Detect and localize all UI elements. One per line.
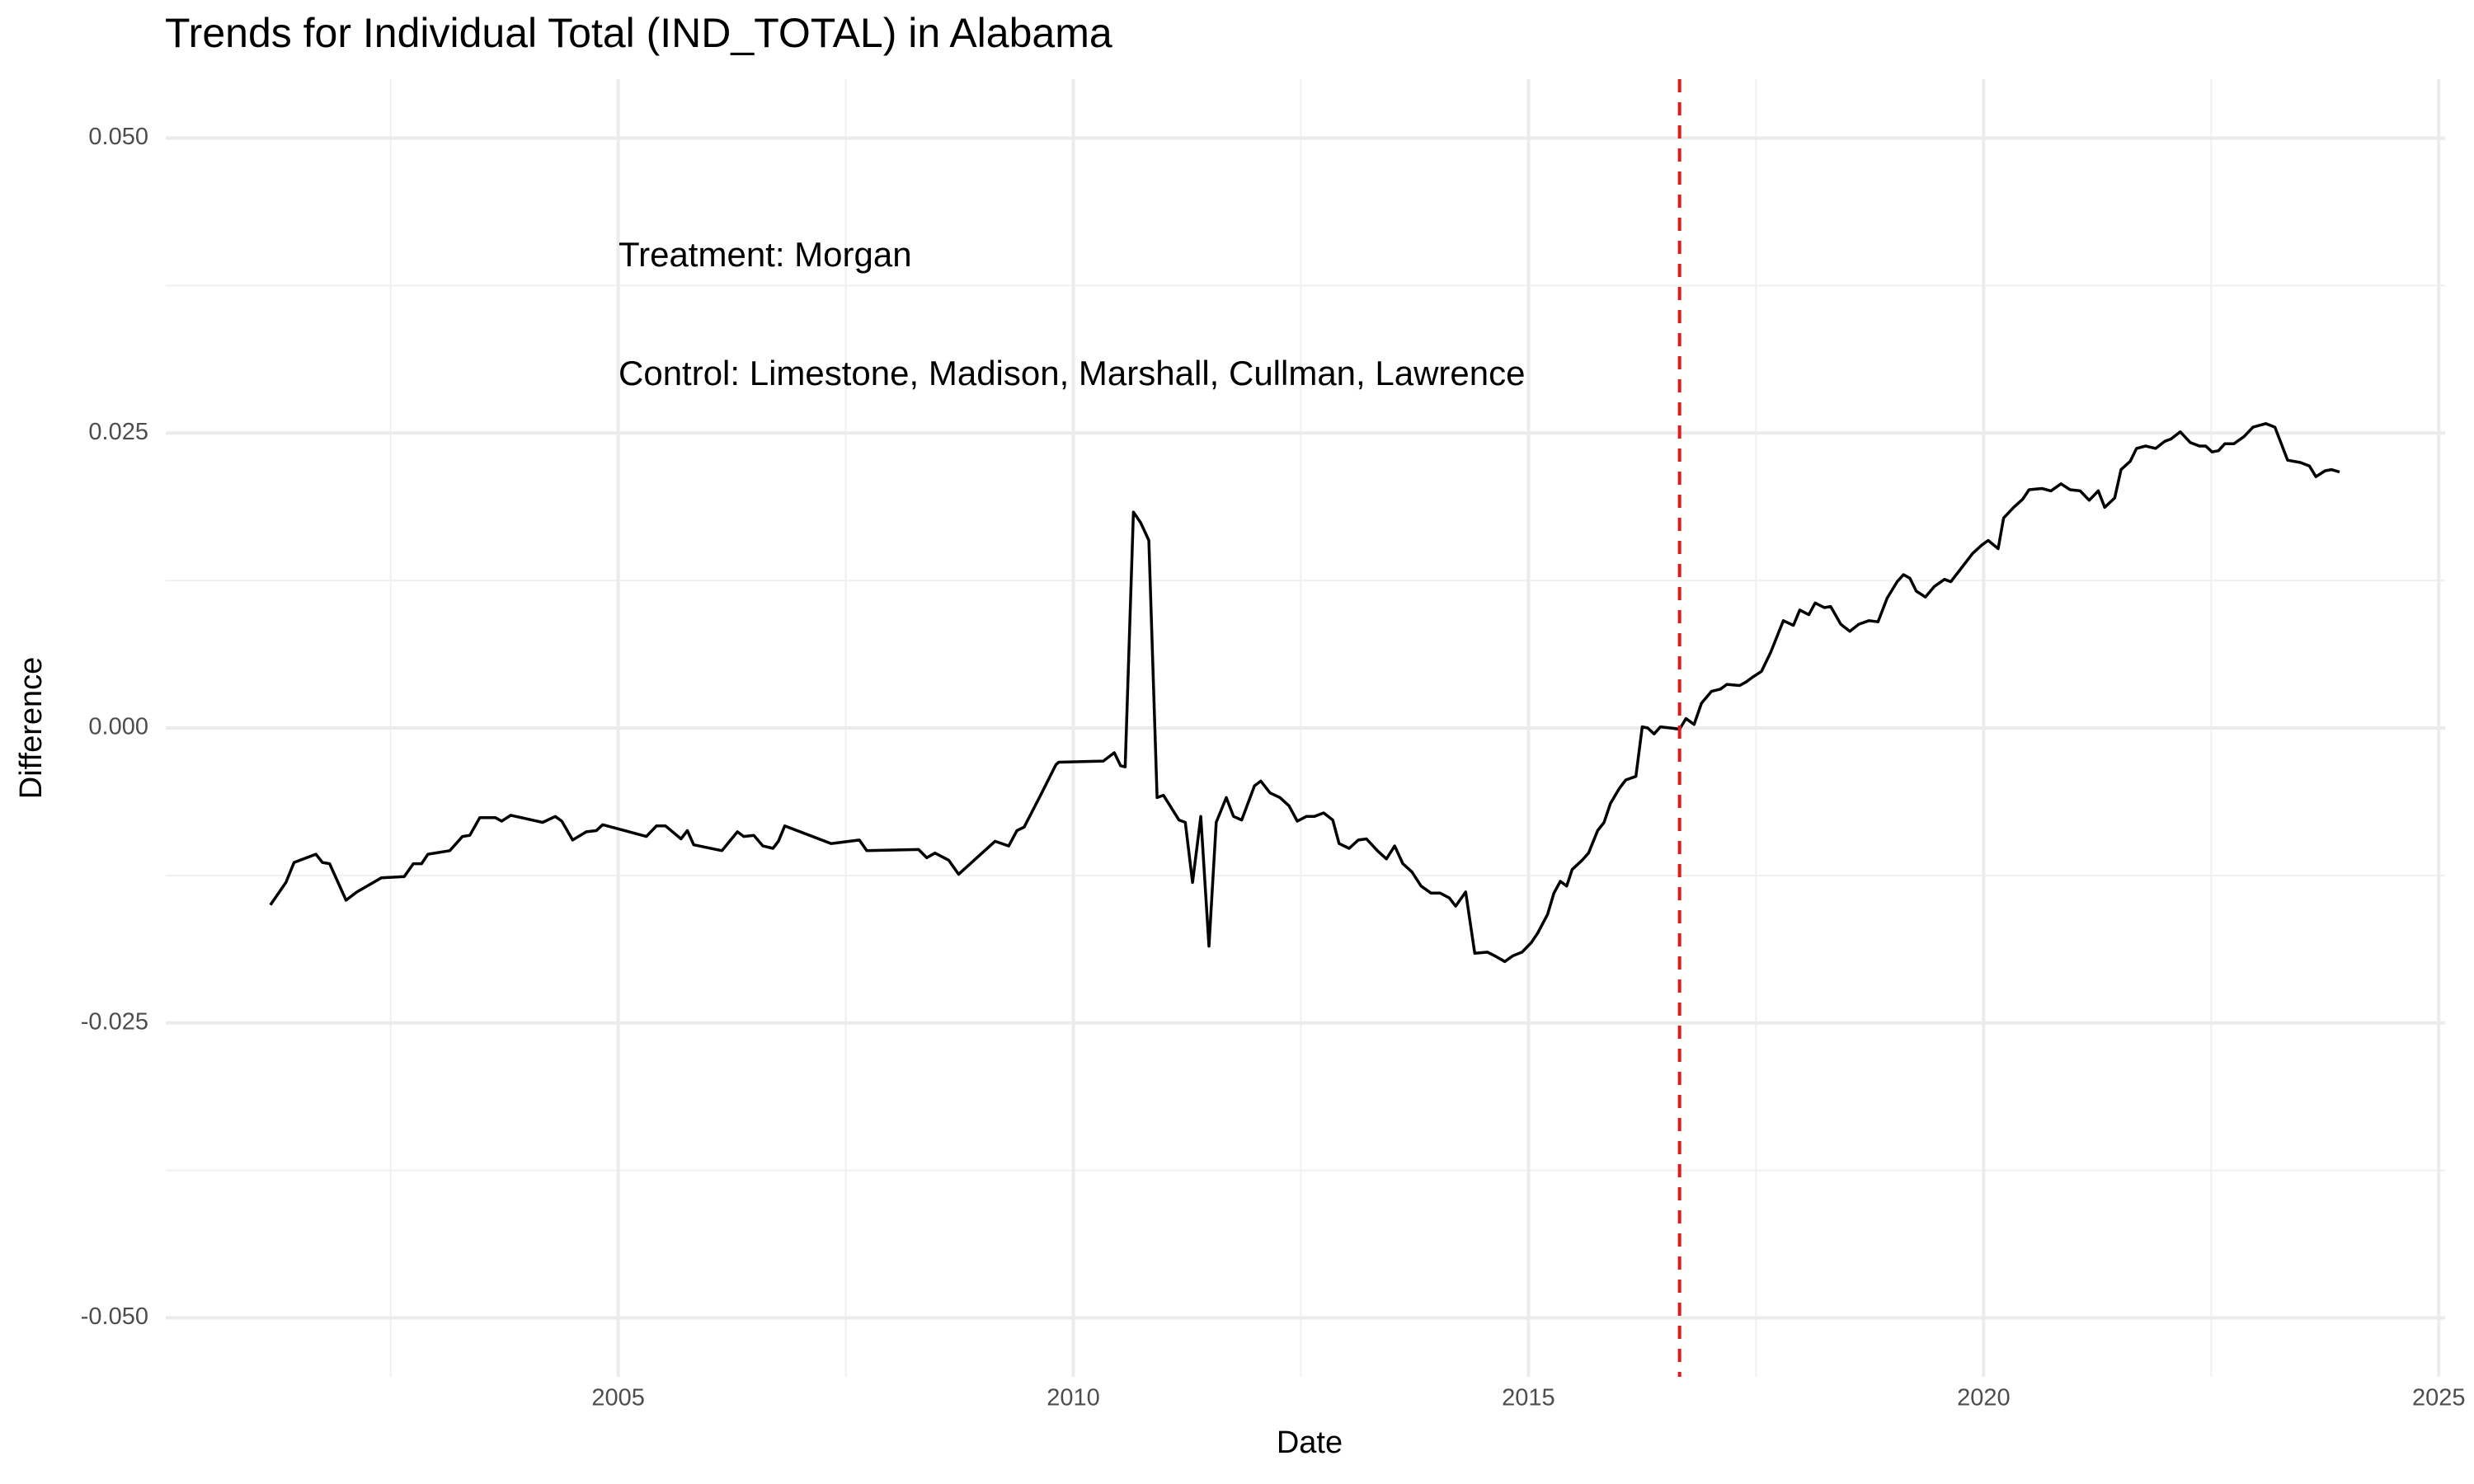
y-tick-label: 0.025 [88,419,148,445]
x-axis-title: Date [1277,1425,1343,1460]
y-axis-title: Difference [14,657,49,800]
chart-title: Trends for Individual Total (IND_TOTAL) … [165,10,1112,56]
data-line [269,422,2340,964]
y-tick-label: -0.025 [81,1008,148,1035]
x-tick-label: 2025 [2412,1385,2466,1411]
x-tick-label: 2015 [1502,1385,1555,1411]
plot-area [269,79,2340,1377]
y-tick-label: -0.050 [81,1303,148,1330]
y-tick-label: 0.050 [88,124,148,150]
x-tick-label: 2020 [1957,1385,2011,1411]
grid [166,79,2445,1377]
x-tick-label: 2010 [1047,1385,1100,1411]
annotation: Treatment: Morgan [618,235,912,274]
x-tick-label: 2005 [591,1385,645,1411]
y-tick-label: 0.000 [88,714,148,740]
annotation: Control: Limestone, Madison, Marshall, C… [618,354,1526,392]
